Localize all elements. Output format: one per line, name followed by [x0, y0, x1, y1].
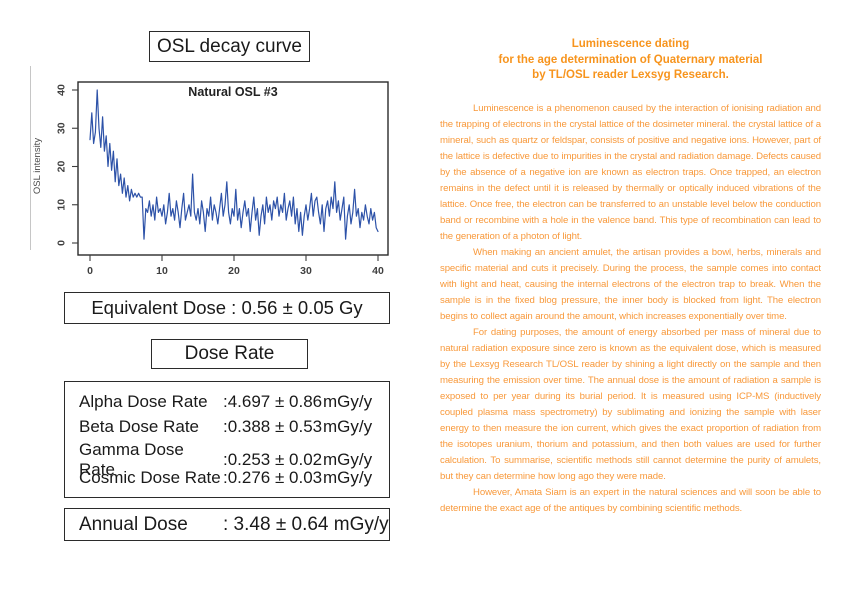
rate-value: :0.388 ± 0.53 [223, 417, 323, 437]
y-axis-tick-label: 30 [56, 122, 68, 134]
article-title-line-2: for the age determination of Quaternary … [498, 53, 763, 66]
osl-decay-curve-heading: OSL decay curve [156, 35, 303, 57]
y-axis-tick-label: 40 [56, 84, 68, 96]
rate-label: Gamma Dose Rate [79, 440, 184, 479]
dose-rates-table-box: Alpha Dose Rate :4.697 ± 0.86 mGy/y Beta… [64, 381, 390, 498]
y-axis-tick-label: 10 [56, 199, 68, 211]
table-row-gamma-dose-rate: Gamma Dose Rate :0.253 ± 0.02 mGy/y [79, 440, 389, 479]
rate-unit: mGy/y [323, 391, 373, 411]
article-paragraph-3: For dating purposes, the amount of energ… [440, 326, 821, 482]
chart-left-edge-line [30, 66, 31, 250]
annual-dose-label: Annual Dose [79, 513, 188, 535]
rate-unit: mGy/y [323, 450, 373, 469]
article-paragraph-1: Luminescence is a phenomenon caused by t… [440, 102, 821, 242]
equivalent-dose-text: Equivalent Dose : 0.56 ± 0.05 Gy [91, 297, 363, 318]
equivalent-dose-box: Equivalent Dose : 0.56 ± 0.05 Gy [64, 292, 390, 324]
osl-chart-svg: Natural OSL #3 OSL intensity 0 10 20 30 40 0 1… [32, 81, 389, 277]
luminescence-article: Luminescence dating for the age determin… [440, 0, 821, 517]
rate-unit: mGy/y [323, 468, 373, 488]
rate-unit: mGy/y [323, 417, 373, 437]
article-paragraph-2: When making an ancient amulet, the artis… [440, 246, 821, 322]
x-axis-tick-label: 20 [228, 265, 240, 277]
dose-rate-heading-box: Dose Rate [151, 339, 308, 369]
article-title-line-1: Luminescence dating [571, 38, 690, 50]
article-paragraph-4: However, Amata Siam is an expert in the … [440, 486, 821, 514]
chart-y-axis-label: OSL intensity [32, 138, 43, 194]
y-axis-tick-label: 0 [56, 240, 68, 246]
y-axis-tick-label: 20 [56, 161, 68, 173]
rate-label: Beta Dose Rate [79, 417, 200, 437]
annual-dose-value: : 3.48 ± 0.64 mGy/y [223, 513, 389, 535]
rate-label: Alpha Dose Rate [79, 391, 208, 411]
article-body: Luminescence is a phenomenon caused by t… [440, 101, 821, 517]
article-title: Luminescence dating for the age determin… [440, 37, 821, 84]
osl-decay-series-line [89, 89, 379, 240]
annual-dose-box: Annual Dose : 3.48 ± 0.64 mGy/y [64, 508, 390, 541]
dose-rate-heading: Dose Rate [184, 343, 275, 364]
table-row-alpha-dose-rate: Alpha Dose Rate :4.697 ± 0.86 mGy/y [79, 389, 389, 415]
rate-value: :4.697 ± 0.86 [223, 391, 323, 411]
x-axis-tick-label: 40 [372, 265, 384, 277]
rate-value: :0.276 ± 0.03 [223, 468, 323, 488]
x-axis-tick-label: 0 [87, 265, 93, 277]
chart-plot-frame [77, 81, 389, 256]
rate-label: Cosmic Dose Rate [79, 468, 221, 488]
rate-value: :0.253 ± 0.02 [223, 450, 323, 469]
x-axis-tick-label: 10 [156, 265, 168, 277]
chart-title: Natural OSL #3 [188, 85, 277, 99]
article-title-line-3: by TL/OSL reader Lexsyg Research. [532, 69, 729, 81]
osl-decay-curve-heading-box: OSL decay curve [149, 31, 310, 62]
osl-decay-chart: Natural OSL #3 OSL intensity 0 10 20 30 40 0 1… [28, 64, 394, 282]
table-row-cosmic-dose-rate: Cosmic Dose Rate :0.276 ± 0.03 mGy/y [79, 466, 389, 492]
table-row-beta-dose-rate: Beta Dose Rate :0.388 ± 0.53 mGy/y [79, 415, 389, 441]
x-axis-tick-label: 30 [300, 265, 312, 277]
